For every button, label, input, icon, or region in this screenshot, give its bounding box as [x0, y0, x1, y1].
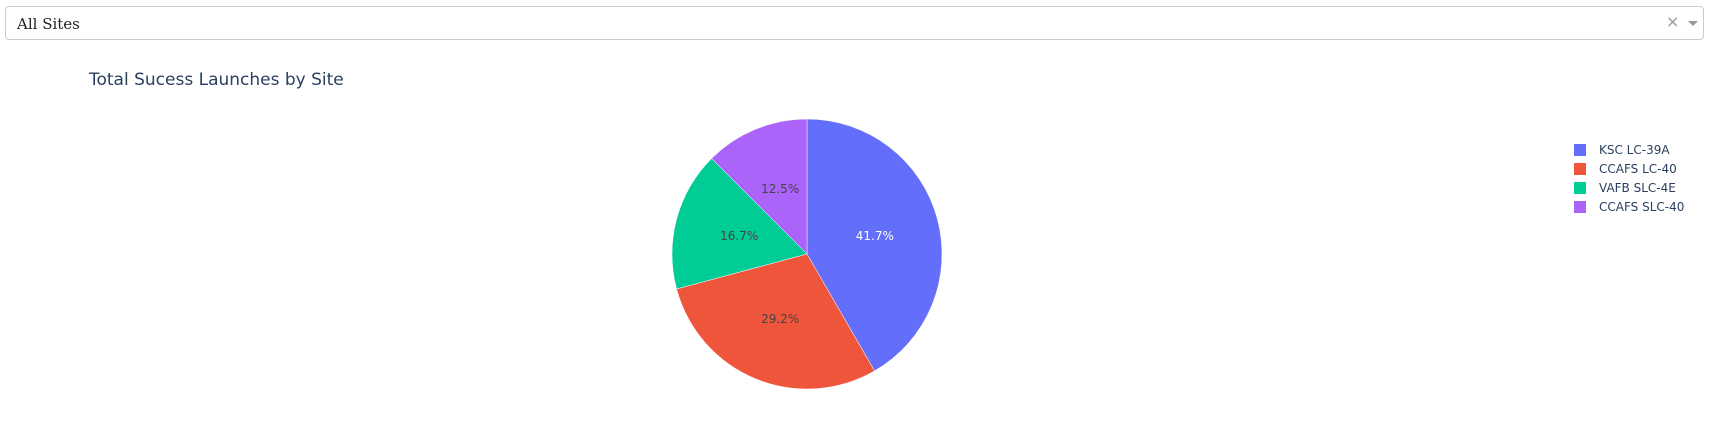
chevron-down-icon[interactable] [1685, 13, 1701, 33]
pie-slice-vafb-slc-4e[interactable] [671, 158, 808, 290]
chart-title: Total Sucess Launches by Site [88, 70, 344, 90]
site-dropdown[interactable]: All Sites × [5, 6, 1704, 40]
slice-percent-label: 29.2% [761, 312, 799, 326]
legend-label: CCAFS SLC-40 [1599, 200, 1684, 214]
chart-legend: KSC LC-39A CCAFS LC-40 VAFB SLC-4E CCAFS SL… [1574, 143, 1684, 214]
legend-label: KSC LC-39A [1599, 143, 1670, 157]
legend-swatch [1574, 201, 1586, 213]
clear-icon[interactable]: × [1666, 12, 1680, 31]
legend-item[interactable]: VAFB SLC-4E [1574, 181, 1676, 195]
legend-swatch [1574, 182, 1586, 194]
pie-slices [671, 118, 943, 390]
pie-slice-ccafs-slc-40[interactable] [711, 118, 808, 255]
slice-percent-label: 16.7% [720, 229, 758, 243]
pie-slice-ccafs-lc-40[interactable] [676, 253, 875, 390]
legend-label: VAFB SLC-4E [1599, 181, 1676, 195]
slice-percent-label: 41.7% [856, 229, 894, 243]
legend-item[interactable]: KSC LC-39A [1574, 143, 1670, 157]
pie-chart: Total Sucess Launches by Site 41.7% 29.2%… [88, 70, 1684, 390]
pie-slice-ksc-lc-39a[interactable] [806, 118, 943, 372]
slice-percent-label: 12.5% [761, 182, 799, 196]
legend-label: CCAFS LC-40 [1599, 162, 1677, 176]
legend-swatch [1574, 163, 1586, 175]
legend-item[interactable]: CCAFS SLC-40 [1574, 200, 1684, 214]
legend-swatch [1574, 144, 1586, 156]
site-dropdown-value: All Sites [17, 15, 80, 33]
pie-slice-labels: 41.7% 29.2% 16.7% 12.5% [720, 182, 894, 326]
legend-item[interactable]: CCAFS LC-40 [1574, 162, 1677, 176]
